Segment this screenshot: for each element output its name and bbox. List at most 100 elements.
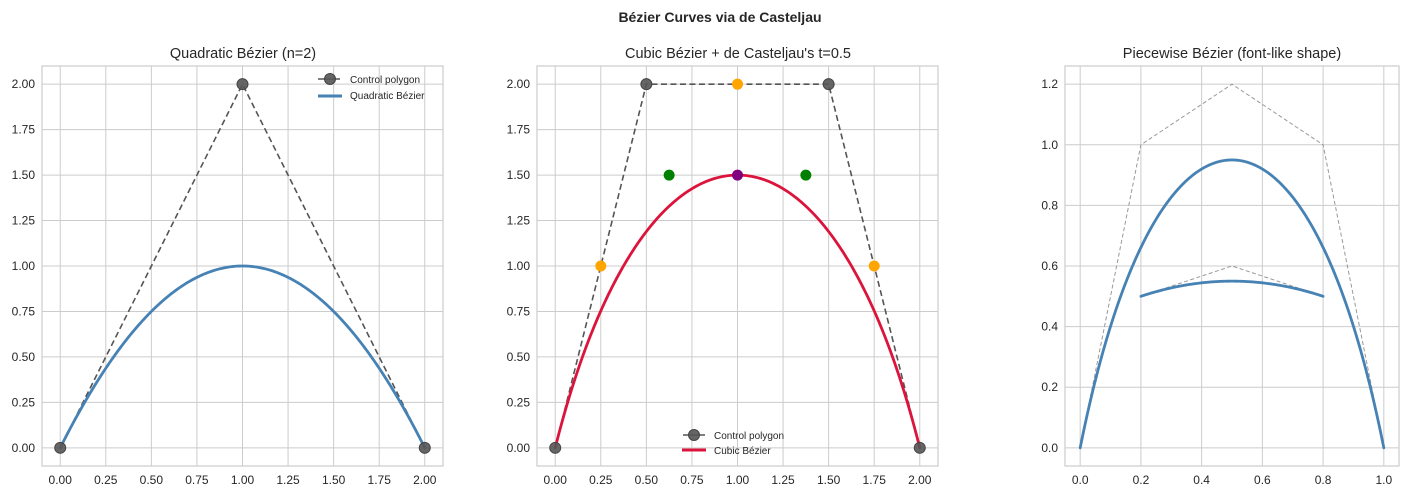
y-tick-label: 1.75: [12, 123, 36, 137]
y-tick-label: 0.75: [12, 304, 36, 318]
cubic-bezier-axes: Cubic Bézier + de Casteljau's t=0.5 0.00…: [507, 46, 939, 487]
y-tick-label: 0.2: [1041, 380, 1058, 394]
x-tick-label: 0.00: [49, 473, 73, 487]
piecewise-bezier-axes: Piecewise Bézier (font-like shape) 0.0 0.…: [1041, 46, 1400, 487]
piecewise-plot-area: [1078, 83, 1386, 450]
control-polygon-line: [59, 82, 426, 449]
y-tick-label: 0.4: [1041, 320, 1058, 334]
de-casteljau-point-orange: [595, 260, 607, 272]
de-casteljau-point-purple: [732, 169, 743, 181]
x-tick-label: 0.2: [1133, 473, 1150, 487]
x-tick-label: 0.0: [1072, 473, 1089, 487]
bezier-curve: [58, 264, 427, 450]
cubic-x-ticks: 0.00 0.25 0.50 0.75 1.00 1.25 1.50 1.75 2.00: [544, 473, 932, 487]
axes-frame: [536, 65, 939, 467]
x-tick-label: 0.25: [589, 473, 613, 487]
de-casteljau-point-orange: [868, 260, 880, 272]
x-tick-label: 2.00: [413, 473, 437, 487]
quadratic-x-ticks: 0.00 0.25 0.50 0.75 1.00 1.25 1.50 1.75 2.00: [49, 473, 437, 487]
quadratic-spines: [41, 65, 444, 467]
cubic-y-ticks: 0.00 0.25 0.50 0.75 1.00 1.25 1.50 1.75 2.00: [507, 77, 531, 455]
control-point-marker: [913, 441, 926, 454]
y-tick-label: 0.0: [1041, 441, 1058, 455]
piecewise-grid: [1065, 66, 1399, 466]
quadratic-plot-area: [54, 78, 431, 454]
axes-frame: [41, 65, 444, 467]
y-tick-label: 0.75: [507, 304, 531, 318]
x-tick-label: 1.0: [1375, 473, 1392, 487]
x-tick-label: 1.50: [817, 473, 841, 487]
x-tick-label: 0.50: [635, 473, 659, 487]
piecewise-y-ticks: 0.0 0.2 0.4 0.6 0.8 1.0 1.2: [1041, 77, 1058, 455]
y-tick-label: 1.75: [507, 123, 531, 137]
y-tick-label: 0.50: [507, 350, 531, 364]
x-tick-label: 1.75: [863, 473, 887, 487]
control-point-marker: [418, 441, 431, 454]
de-casteljau-point-green: [663, 169, 675, 181]
y-tick-label: 1.00: [507, 259, 531, 273]
legend-control-polygon-marker-icon: [688, 429, 700, 441]
cubic-legend: Control polygon Cubic Bézier: [682, 429, 784, 457]
de-casteljau-point-orange: [732, 78, 743, 90]
y-tick-label: 0.50: [12, 350, 36, 364]
cubic-spines: [536, 65, 939, 467]
x-tick-label: 1.25: [276, 473, 300, 487]
x-tick-label: 0.25: [94, 473, 118, 487]
bezier-curve: [1078, 158, 1386, 450]
y-tick-label: 1.25: [12, 214, 36, 228]
x-tick-label: 1.00: [726, 473, 750, 487]
control-point-marker: [822, 78, 835, 91]
legend-cubic-label: Cubic Bézier: [714, 446, 771, 457]
control-point-marker: [549, 441, 562, 454]
de-casteljau-point-green: [800, 169, 812, 181]
legend-quadratic-label: Quadratic Bézier: [350, 91, 425, 102]
x-tick-label: 0.4: [1193, 473, 1210, 487]
quadratic-axes-title: Quadratic Bézier (n=2): [170, 46, 316, 62]
x-tick-label: 2.00: [908, 473, 932, 487]
cubic-axes-title: Cubic Bézier + de Casteljau's t=0.5: [625, 46, 851, 62]
y-tick-label: 0.00: [12, 441, 36, 455]
control-point-marker: [236, 78, 249, 91]
y-tick-label: 0.6: [1041, 259, 1058, 273]
control-polygon-line: [1140, 265, 1324, 297]
x-tick-label: 0.50: [140, 473, 164, 487]
piecewise-x-ticks: 0.0 0.2 0.4 0.6 0.8 1.0: [1072, 473, 1393, 487]
y-tick-label: 1.0: [1041, 138, 1058, 152]
x-tick-label: 0.75: [680, 473, 704, 487]
x-tick-label: 0.8: [1315, 473, 1332, 487]
y-tick-label: 1.50: [12, 168, 36, 182]
legend-control-polygon-marker-icon: [324, 73, 336, 85]
control-polygon-line: [1079, 83, 1385, 448]
y-tick-label: 0.00: [507, 441, 531, 455]
cubic-plot-area: [549, 78, 926, 454]
piecewise-spines: [1064, 65, 1400, 467]
y-tick-label: 1.2: [1041, 77, 1058, 91]
axes-frame: [1064, 65, 1400, 467]
y-tick-label: 1.25: [507, 214, 531, 228]
y-tick-label: 2.00: [12, 77, 36, 91]
figure-suptitle: Bézier Curves via de Casteljau: [618, 9, 821, 25]
legend-control-polygon-label: Control polygon: [350, 75, 420, 86]
y-tick-label: 0.8: [1041, 198, 1058, 212]
control-point-marker: [640, 78, 653, 91]
x-tick-label: 1.25: [771, 473, 795, 487]
quadratic-y-ticks: 0.00 0.25 0.50 0.75 1.00 1.25 1.50 1.75 2.00: [12, 77, 36, 455]
bezier-curve: [1139, 279, 1325, 298]
x-tick-label: 1.00: [231, 473, 255, 487]
control-point-marker: [54, 441, 67, 454]
x-tick-label: 1.50: [322, 473, 346, 487]
x-tick-label: 0.6: [1254, 473, 1271, 487]
y-tick-label: 0.25: [507, 395, 531, 409]
x-tick-label: 0.00: [544, 473, 568, 487]
y-tick-label: 0.25: [12, 395, 36, 409]
quadratic-legend: Control polygon Quadratic Bézier: [318, 73, 425, 102]
y-tick-label: 1.50: [507, 168, 531, 182]
x-tick-label: 1.75: [368, 473, 392, 487]
legend-control-polygon-label: Control polygon: [714, 431, 784, 442]
piecewise-axes-title: Piecewise Bézier (font-like shape): [1123, 46, 1341, 62]
x-tick-label: 0.75: [185, 473, 209, 487]
quadratic-bezier-axes: Quadratic Bézier (n=2) 0.00 0.25 0.50 0.75 1…: [12, 46, 444, 487]
y-tick-label: 2.00: [507, 77, 531, 91]
y-tick-label: 1.00: [12, 259, 36, 273]
